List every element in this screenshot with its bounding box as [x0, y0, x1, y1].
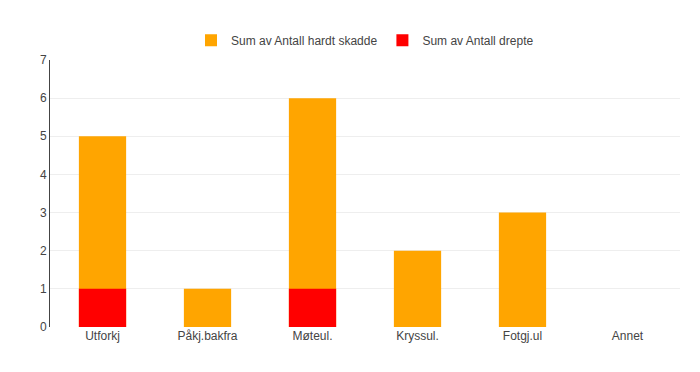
svg-text:Annet: Annet [612, 329, 644, 343]
svg-text:Utforkj: Utforkj [85, 329, 120, 343]
svg-text:6: 6 [40, 91, 47, 105]
svg-text:3: 3 [40, 206, 47, 220]
svg-text:Sum av Antall hardt skadde: Sum av Antall hardt skadde [231, 34, 377, 48]
svg-text:0: 0 [40, 320, 47, 334]
svg-text:Sum av Antall drepte: Sum av Antall drepte [422, 34, 533, 48]
svg-text:2: 2 [40, 244, 47, 258]
svg-text:1: 1 [40, 282, 47, 296]
svg-text:4: 4 [40, 168, 47, 182]
svg-text:Kryssul.: Kryssul. [396, 329, 439, 343]
svg-text:Påkj.bakfra: Påkj.bakfra [177, 329, 237, 343]
svg-text:5: 5 [40, 129, 47, 143]
svg-text:Møteul.: Møteul. [292, 329, 332, 343]
svg-text:Fotgj.ul: Fotgj.ul [503, 329, 542, 343]
svg-text:7: 7 [40, 53, 47, 67]
